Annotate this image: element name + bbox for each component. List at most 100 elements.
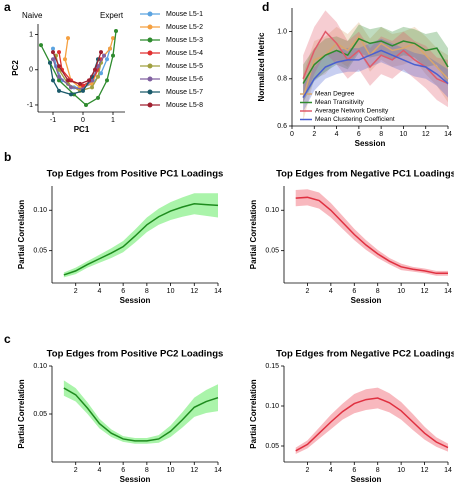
legend-label: Mouse L5-4 — [166, 50, 203, 57]
x-tick-label: 8 — [379, 131, 383, 138]
point — [81, 83, 85, 88]
point — [78, 81, 82, 86]
point — [39, 43, 43, 48]
y-tick-label: 0.6 — [277, 123, 287, 130]
point — [105, 57, 109, 62]
y-axis-title: Partial Correlation — [17, 200, 26, 269]
error-band — [63, 193, 218, 278]
x-axis-title: Session — [351, 475, 382, 484]
y-axis-title: PC2 — [11, 60, 20, 76]
series-line — [295, 397, 449, 452]
y-tick-label: 0.15 — [265, 363, 279, 370]
series-line — [302, 49, 449, 99]
y-tick-label: -1 — [27, 102, 33, 109]
chart-title: Top Edges from Positive PC2 Loadings — [47, 349, 224, 360]
legend-marker — [147, 76, 153, 82]
error-band — [295, 189, 448, 276]
x-tick-label: 14 — [214, 467, 222, 474]
panel-label: d — [262, 0, 269, 14]
x-tick-label: 1 — [111, 117, 115, 124]
legend-label: Mean Degree — [315, 91, 355, 98]
x-tick-label: 4 — [335, 131, 339, 138]
legend-label: Mouse L5-7 — [166, 89, 203, 96]
x-tick-label: 4 — [329, 288, 333, 295]
series-line — [302, 37, 449, 84]
annotation: Naive — [22, 11, 43, 20]
x-tick-label: 8 — [145, 288, 149, 295]
x-axis-title: Session — [355, 139, 386, 148]
x-tick-label: 10 — [167, 288, 175, 295]
x-tick-label: 0 — [81, 117, 85, 124]
x-axis-title: PC1 — [74, 125, 90, 134]
x-tick-label: 14 — [444, 467, 452, 474]
y-tick-label: 0 — [29, 67, 33, 74]
point — [57, 74, 61, 79]
error-band — [295, 387, 448, 454]
x-tick-label: 2 — [305, 288, 309, 295]
series-line — [302, 30, 449, 85]
y-axis-title: Partial Correlation — [17, 379, 26, 448]
point — [96, 74, 100, 79]
annotation: Expert — [100, 11, 124, 20]
y-tick-label: 1.0 — [277, 28, 287, 35]
y-axis-title: Partial Correlation — [249, 379, 258, 448]
series-line — [63, 387, 219, 442]
series-line — [295, 196, 448, 275]
chart-title: Top Edges from Negative PC1 Loadings — [276, 169, 454, 180]
legend-label: Mouse L5-8 — [166, 102, 203, 109]
point — [93, 67, 97, 72]
y-tick-label: 0.10 — [265, 403, 279, 410]
x-tick-label: -1 — [50, 117, 56, 124]
legend-label: Mouse L5-1 — [166, 11, 203, 18]
point — [66, 78, 70, 83]
point — [111, 36, 115, 41]
x-tick-label: 10 — [167, 467, 175, 474]
y-axis-title: Partial Correlation — [249, 200, 258, 269]
y-tick-label: 0.10 — [265, 207, 279, 214]
x-tick-label: 8 — [376, 467, 380, 474]
point — [51, 50, 55, 55]
legend-marker — [147, 50, 153, 56]
series-line — [302, 34, 449, 98]
x-tick-label: 6 — [352, 288, 356, 295]
legend-label: Mouse L5-3 — [166, 37, 203, 44]
x-tick-label: 6 — [357, 131, 361, 138]
legend-marker — [147, 89, 153, 95]
legend-label: Mouse L5-2 — [166, 24, 203, 31]
x-tick-label: 2 — [74, 288, 78, 295]
y-tick-label: 0.05 — [265, 443, 279, 450]
x-tick-label: 10 — [400, 131, 408, 138]
legend-marker — [147, 102, 153, 108]
point — [99, 50, 103, 55]
point — [108, 46, 112, 51]
legend-label: Mean Clustering Coefficient — [315, 116, 395, 123]
point — [87, 78, 91, 83]
x-tick-label: 8 — [376, 288, 380, 295]
x-tick-label: 4 — [97, 288, 101, 295]
error-band — [63, 380, 218, 444]
x-tick-label: 14 — [444, 131, 452, 138]
point — [63, 57, 67, 62]
legend-label: Mouse L5-5 — [166, 63, 203, 70]
x-axis-title: Session — [120, 296, 151, 305]
x-tick-label: 10 — [397, 288, 405, 295]
chart-title: Top Edges from Negative PC2 Loadings — [276, 349, 454, 360]
point — [69, 92, 73, 97]
x-tick-label: 4 — [97, 467, 101, 474]
series-line — [63, 203, 219, 276]
y-tick-label: 0.10 — [33, 363, 47, 370]
x-tick-label: 4 — [329, 467, 333, 474]
point — [114, 29, 118, 34]
error-band — [303, 10, 448, 108]
y-tick-label: 0.10 — [33, 207, 47, 214]
x-axis-title: Session — [351, 296, 382, 305]
x-tick-label: 6 — [121, 288, 125, 295]
point — [57, 88, 61, 93]
panel-label: c — [4, 332, 11, 346]
point — [51, 46, 55, 51]
y-tick-label: 0.8 — [277, 76, 287, 83]
point — [99, 71, 103, 76]
point — [96, 95, 100, 100]
x-tick-label: 14 — [214, 288, 222, 295]
panel-label: a — [4, 0, 11, 14]
